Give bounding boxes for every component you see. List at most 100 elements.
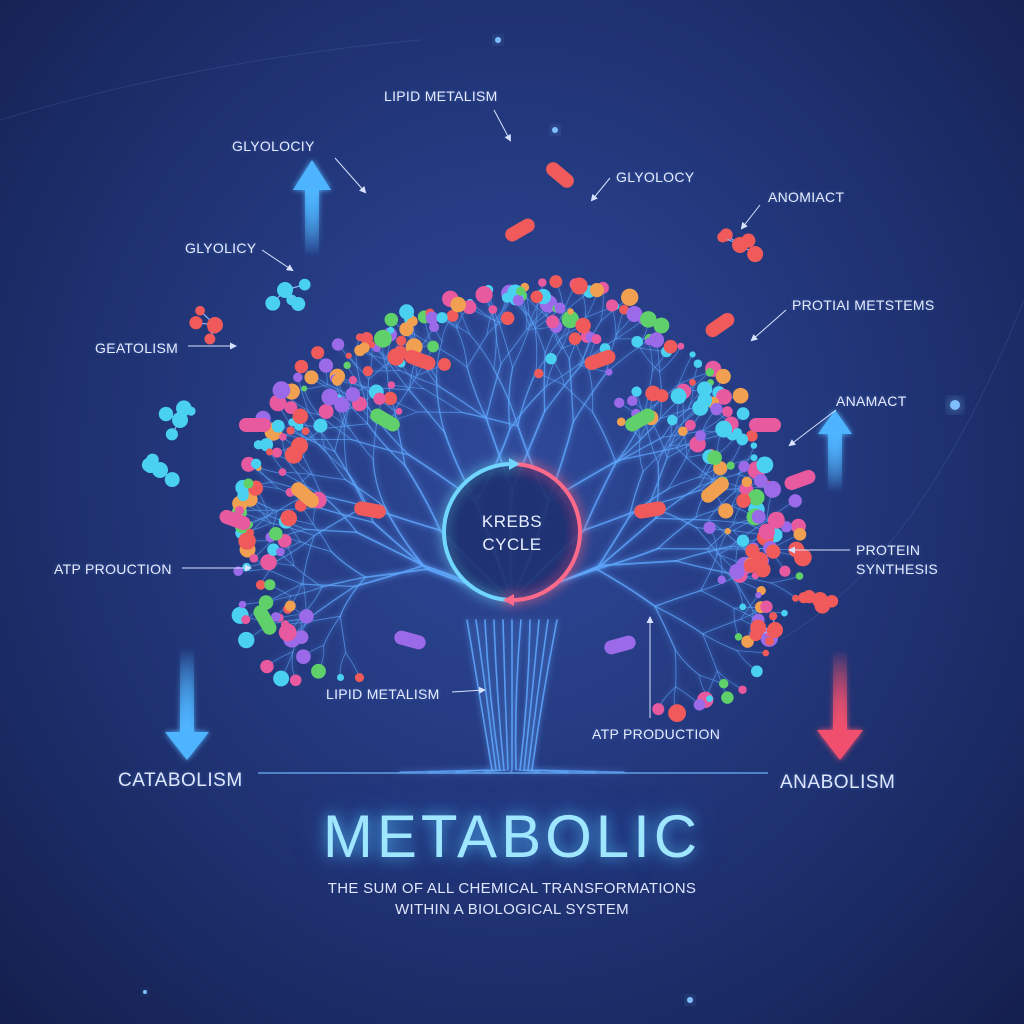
molecule-node xyxy=(373,329,392,348)
tree-branch xyxy=(654,517,709,521)
molecule-node xyxy=(313,418,328,433)
tree-branch xyxy=(517,371,537,427)
molecule-node xyxy=(670,388,687,405)
page-title: METABOLIC xyxy=(322,803,702,870)
molecule-node xyxy=(246,528,255,537)
tree-branch xyxy=(317,506,374,523)
molecule-node xyxy=(652,703,665,716)
molecule-node xyxy=(750,619,766,636)
krebs-line2: CYCLE xyxy=(482,535,542,554)
tree-branch xyxy=(732,578,744,608)
molecule-node xyxy=(446,309,459,322)
molecule-node xyxy=(689,378,696,386)
protein-capsule xyxy=(784,469,816,491)
tree-branch xyxy=(384,506,425,567)
molecule-node xyxy=(383,391,398,406)
protein-capsule xyxy=(404,349,436,371)
tree-branch xyxy=(508,366,514,430)
sparkle xyxy=(687,997,693,1003)
tree-branch xyxy=(628,488,669,518)
tree-branch xyxy=(700,555,718,592)
tree-branch xyxy=(517,769,541,773)
molecule-node xyxy=(534,368,544,379)
tree-branch xyxy=(484,619,501,771)
tree-branch xyxy=(344,478,386,509)
protein-capsule xyxy=(634,501,666,519)
molecule-node xyxy=(766,544,781,559)
molecule-node xyxy=(631,335,643,348)
tree-branch xyxy=(303,388,320,416)
tree-branch xyxy=(545,363,580,387)
molecule-node xyxy=(238,532,256,550)
molecule-node xyxy=(589,283,605,298)
molecule-node xyxy=(779,565,791,577)
tree-branch xyxy=(485,363,502,419)
anabolism-up-arrow xyxy=(818,410,852,492)
label-pointers xyxy=(182,109,850,718)
molecule-node xyxy=(362,365,373,377)
sparkle xyxy=(950,400,960,410)
molecule-node xyxy=(793,527,807,541)
molecule-node xyxy=(692,399,709,416)
tree-branch xyxy=(493,326,497,370)
krebs-cycle-ring xyxy=(442,458,582,606)
protein-capsule xyxy=(701,477,729,503)
molecule-node xyxy=(631,386,642,397)
molecule-node xyxy=(726,461,735,470)
molecule-node xyxy=(291,296,306,312)
molecule-node xyxy=(269,526,283,541)
molecule-node xyxy=(368,340,376,349)
tree-branch xyxy=(372,521,429,571)
molecule-node xyxy=(260,553,277,571)
molecule-node xyxy=(301,427,310,435)
tree-branch xyxy=(667,476,700,490)
tree-branch xyxy=(510,769,513,773)
molecule-node xyxy=(207,317,223,333)
tree-branch xyxy=(498,321,514,369)
molecule-node xyxy=(546,315,560,329)
tree-branch xyxy=(438,385,487,419)
tree-branch xyxy=(581,320,602,365)
molecule-node xyxy=(279,433,287,441)
tree-branch xyxy=(277,535,315,561)
tree-branch xyxy=(339,576,367,618)
tree-branch xyxy=(312,524,332,552)
label-lipid-metalism-top: LIPID METALISM xyxy=(384,88,498,104)
tree-branch xyxy=(736,650,767,654)
tree-branch xyxy=(654,485,700,519)
tree-branch xyxy=(502,619,509,771)
molecule-node xyxy=(234,505,245,515)
molecule-node xyxy=(500,311,515,325)
molecule-node xyxy=(237,489,249,502)
molecule-node xyxy=(299,609,314,624)
molecule-node xyxy=(266,448,274,456)
molecule-node xyxy=(429,322,440,333)
tree-branch xyxy=(674,648,677,688)
molecule-node xyxy=(668,704,687,723)
molecule-node xyxy=(627,395,638,406)
tree-branch xyxy=(729,520,768,547)
tree-branch xyxy=(456,328,468,368)
tree-branch xyxy=(675,560,733,575)
tree-branch xyxy=(423,388,463,413)
sparkle xyxy=(552,127,558,133)
molecule-node xyxy=(722,406,733,417)
molecule-node xyxy=(568,332,582,345)
tree-branch xyxy=(591,411,617,464)
molecule-node xyxy=(172,412,188,428)
tree-branch xyxy=(483,769,507,773)
tree-branch xyxy=(290,586,323,597)
molecule-node xyxy=(767,511,785,529)
catabolism-up-arrow xyxy=(293,160,331,256)
molecule-node xyxy=(693,359,703,368)
molecule-node xyxy=(653,317,670,334)
tree-branch xyxy=(408,389,446,434)
tree-branch xyxy=(310,473,346,481)
molecule-node xyxy=(331,374,343,386)
molecule-node xyxy=(812,592,828,608)
tree-branch xyxy=(512,326,530,369)
molecule-node xyxy=(715,388,732,405)
molecule-node xyxy=(738,685,747,694)
tree-branch xyxy=(563,384,593,413)
